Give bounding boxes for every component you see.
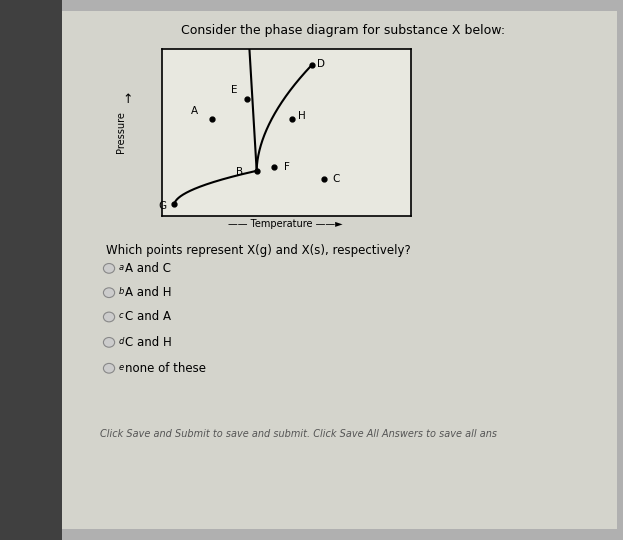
Text: ↑: ↑ — [123, 93, 133, 106]
Text: Consider the phase diagram for substance X below:: Consider the phase diagram for substance… — [181, 24, 505, 37]
Text: G: G — [158, 201, 166, 211]
Text: A and H: A and H — [125, 286, 171, 299]
Text: d: d — [118, 337, 124, 346]
Text: E: E — [231, 85, 237, 96]
Text: —— Temperature ——►: —— Temperature ——► — [228, 219, 343, 229]
Text: C and A: C and A — [125, 310, 171, 323]
Text: none of these: none of these — [125, 362, 206, 375]
Text: Which points represent X(g) and X(s), respectively?: Which points represent X(g) and X(s), re… — [106, 244, 411, 257]
Text: B: B — [235, 167, 243, 178]
Text: Pressure: Pressure — [117, 111, 126, 153]
Text: H: H — [298, 111, 305, 120]
Text: a: a — [118, 263, 123, 272]
Text: c: c — [118, 312, 123, 320]
Text: A and C: A and C — [125, 262, 171, 275]
Text: C and H: C and H — [125, 336, 171, 349]
Text: D: D — [318, 59, 325, 69]
Text: e: e — [118, 363, 123, 372]
Text: F: F — [283, 163, 290, 172]
Text: Click Save and Submit to save and submit. Click Save All Answers to save all ans: Click Save and Submit to save and submit… — [100, 429, 497, 440]
Text: A: A — [191, 105, 198, 116]
Text: C: C — [333, 174, 340, 184]
Text: b: b — [118, 287, 124, 296]
